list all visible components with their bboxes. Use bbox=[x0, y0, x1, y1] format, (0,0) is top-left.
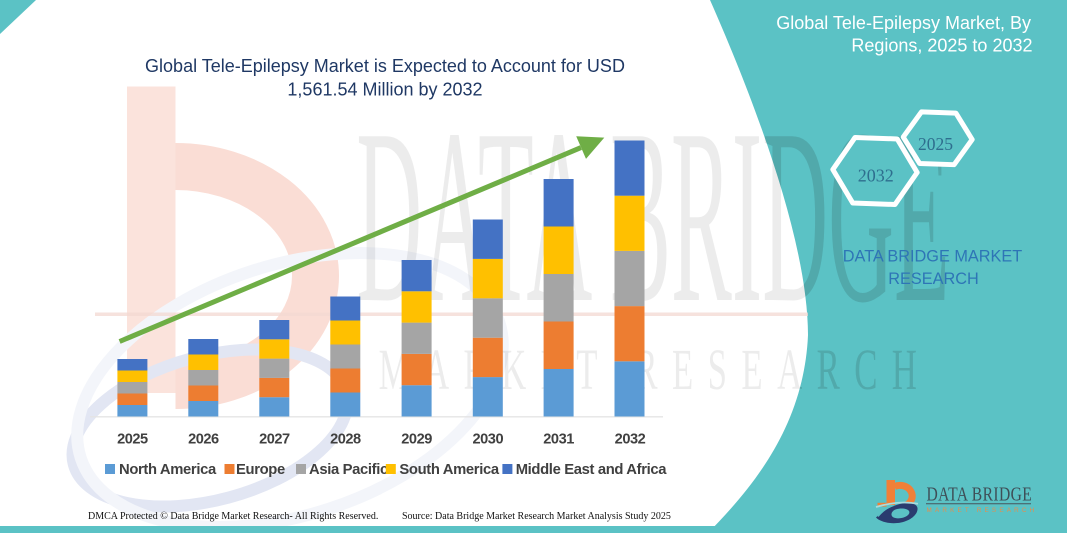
svg-text:MARKET RESEARCH: MARKET RESEARCH bbox=[927, 507, 1038, 514]
svg-text:Global Tele-Epilepsy Market, B: Global Tele-Epilepsy Market, By bbox=[776, 13, 1031, 33]
svg-text:Middle East and Africa: Middle East and Africa bbox=[516, 462, 668, 478]
svg-text:2026: 2026 bbox=[188, 432, 219, 448]
svg-text:2032: 2032 bbox=[858, 166, 894, 186]
svg-text:South America: South America bbox=[399, 462, 499, 478]
svg-text:North America: North America bbox=[119, 462, 217, 478]
svg-text:Regions, 2025 to 2032: Regions, 2025 to 2032 bbox=[851, 36, 1032, 56]
svg-text:2031: 2031 bbox=[543, 432, 574, 448]
svg-text:DATA BRIDGE: DATA BRIDGE bbox=[356, 77, 949, 355]
svg-text:2032: 2032 bbox=[615, 432, 646, 448]
svg-text:2030: 2030 bbox=[472, 432, 503, 448]
svg-text:Asia Pacific: Asia Pacific bbox=[309, 462, 388, 478]
svg-text:2025: 2025 bbox=[117, 432, 148, 448]
svg-text:DATA BRIDGE MARKET: DATA BRIDGE MARKET bbox=[843, 248, 1022, 266]
svg-text:Global Tele-Epilepsy Market is: Global Tele-Epilepsy Market is Expected … bbox=[145, 56, 625, 76]
svg-text:2025: 2025 bbox=[918, 134, 953, 154]
svg-text:Europe: Europe bbox=[236, 462, 285, 478]
svg-text:DATA BRIDGE: DATA BRIDGE bbox=[927, 483, 1033, 505]
svg-text:MARKET RESEARCH: MARKET RESEARCH bbox=[379, 338, 932, 402]
svg-text:DMCA Protected © Data Bridge M: DMCA Protected © Data Bridge Market Rese… bbox=[88, 511, 378, 522]
svg-text:2029: 2029 bbox=[401, 432, 432, 448]
svg-text:2028: 2028 bbox=[330, 432, 361, 448]
svg-text:Source: Data Bridge Market Res: Source: Data Bridge Market Research Mark… bbox=[402, 511, 671, 522]
svg-text:1,561.54 Million by 2032: 1,561.54 Million by 2032 bbox=[287, 80, 482, 100]
svg-text:2027: 2027 bbox=[259, 432, 290, 448]
svg-text:RESEARCH: RESEARCH bbox=[888, 270, 978, 288]
